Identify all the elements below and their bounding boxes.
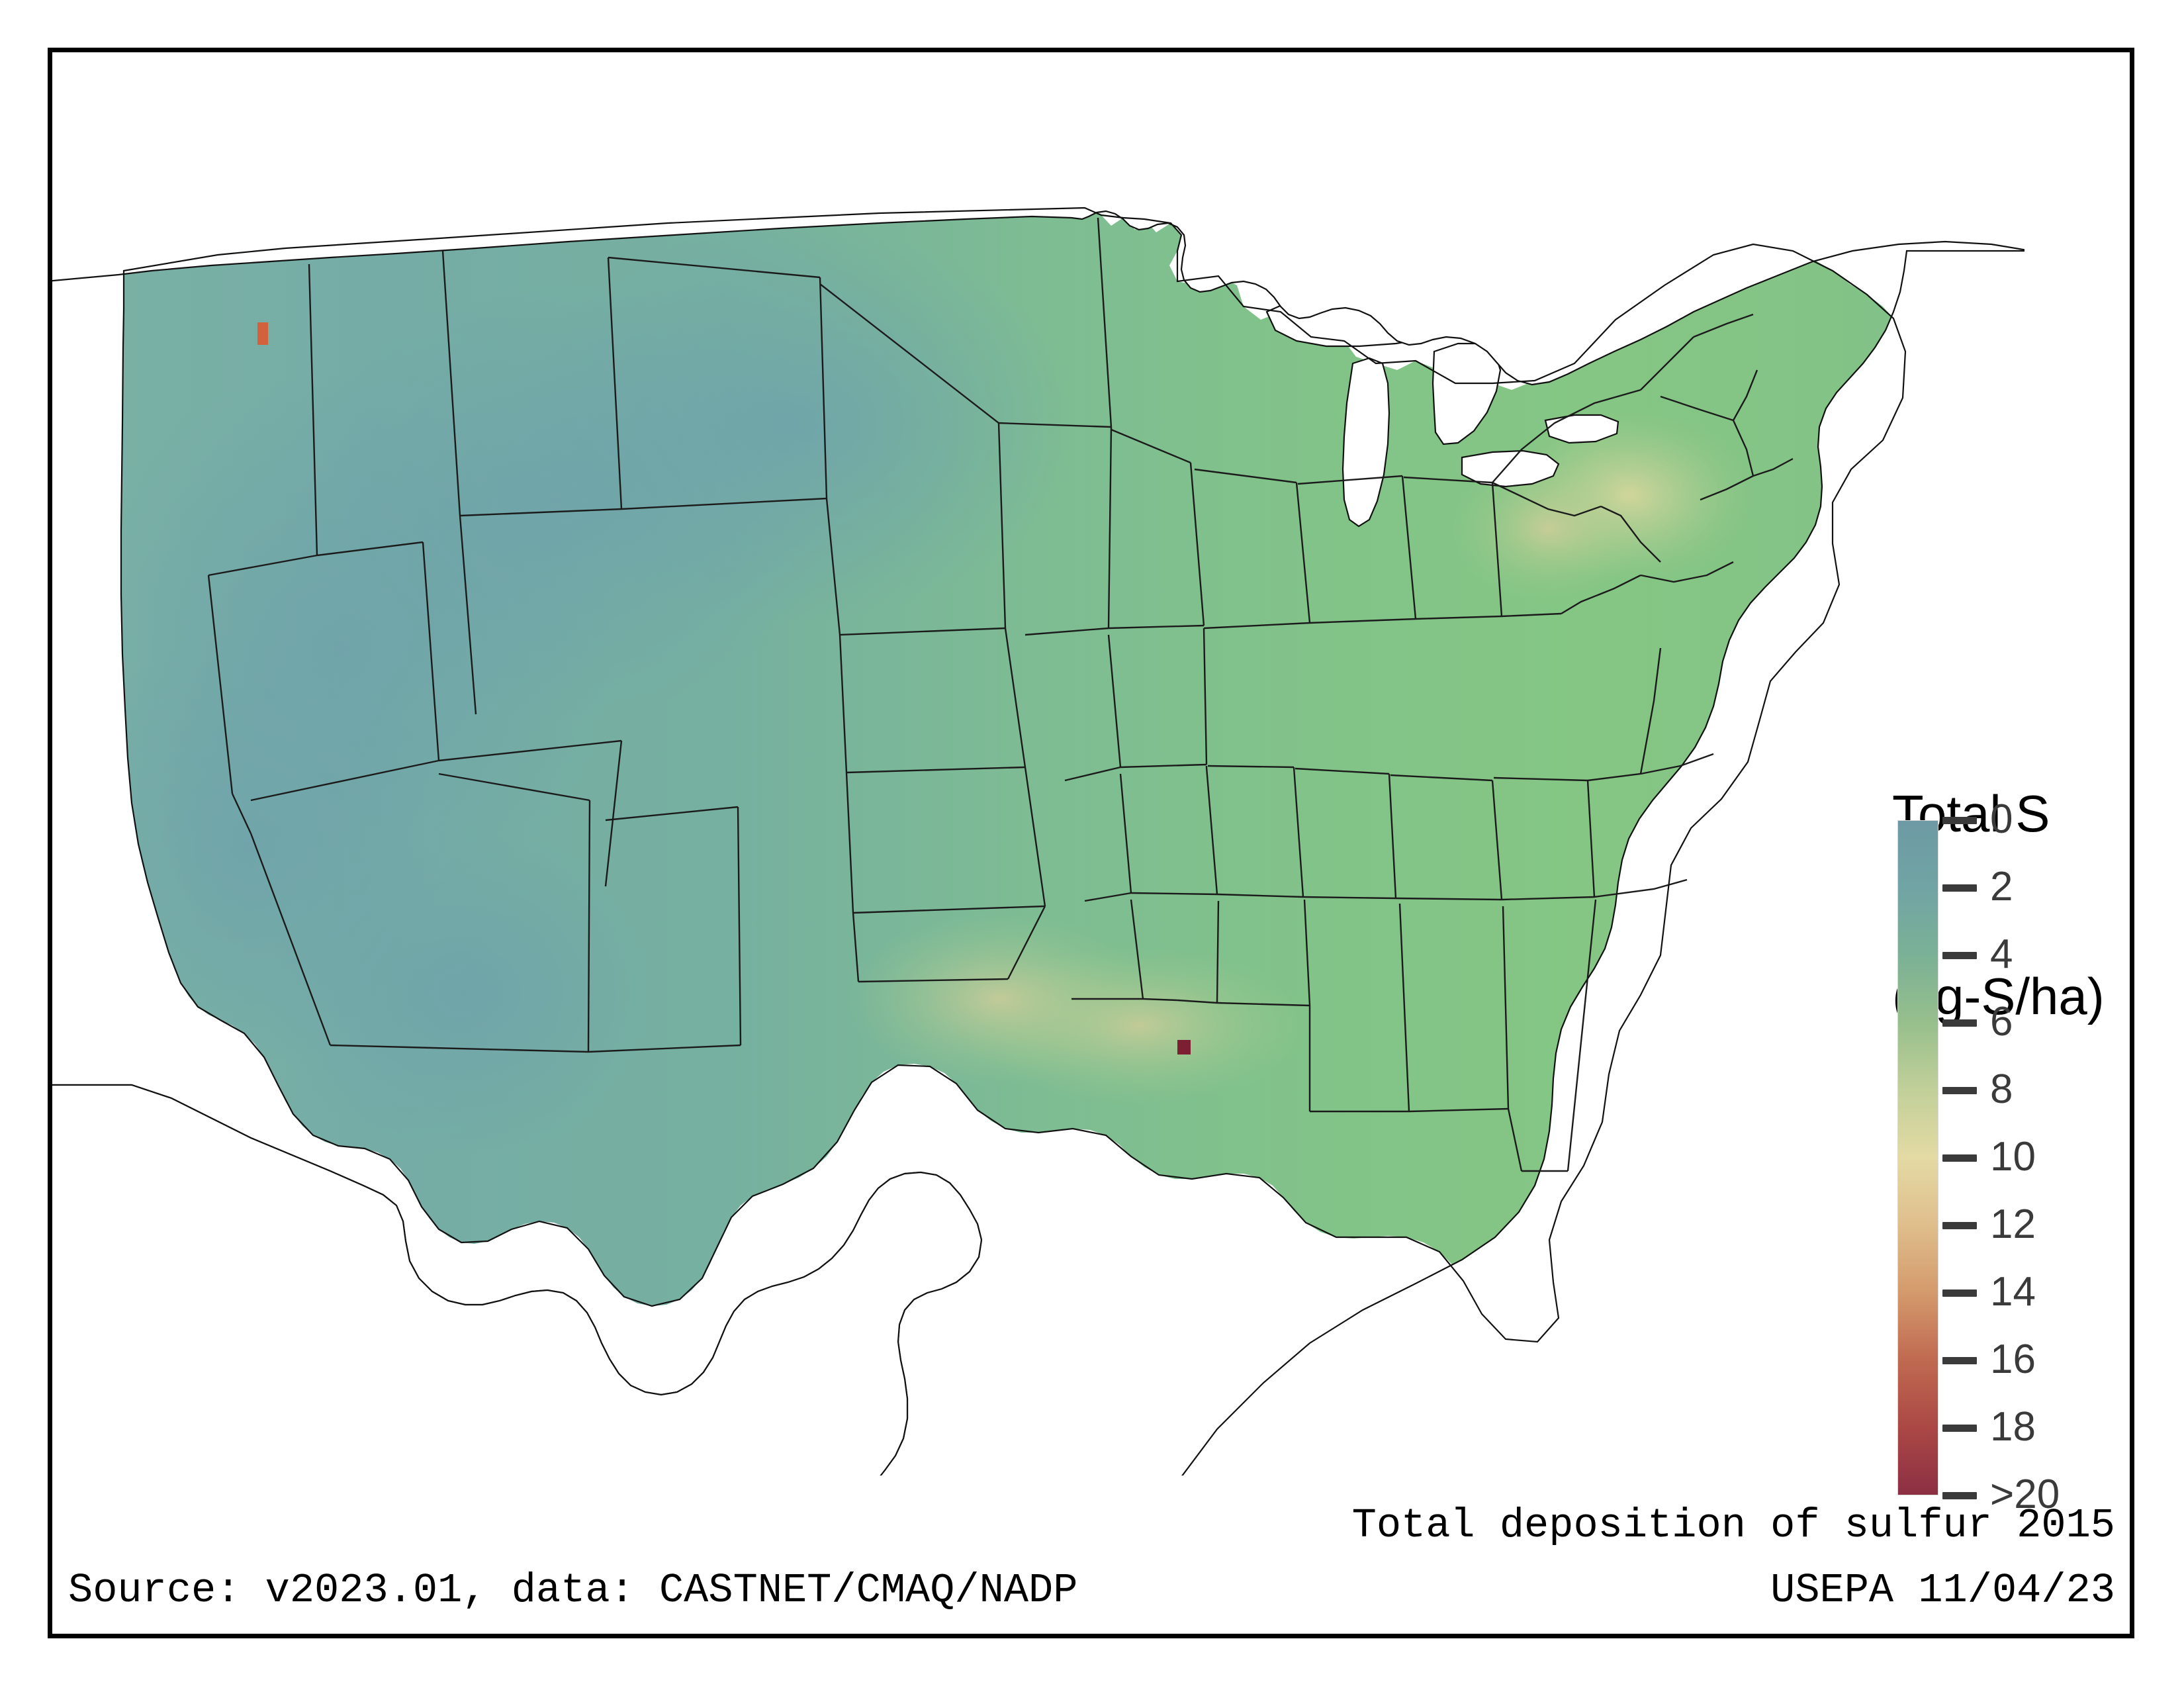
figure-frame: Total S (kg-S/ha) 0 2 4 6 8 10 12 14 16 18 >20 Tot… — [48, 48, 2134, 1638]
colorbar-tick-mark — [1942, 1222, 1977, 1229]
deposition-raster — [121, 208, 1907, 1344]
colorbar-tick-label: 2 — [1990, 864, 2013, 910]
colorbar-tick-mark — [1942, 1154, 1977, 1162]
colorbar-tick-label: 10 — [1990, 1134, 2036, 1180]
conus-outline — [120, 207, 1907, 1343]
colorbar-tick-mark — [1942, 952, 1977, 959]
colorbar-tick-label: 12 — [1990, 1201, 2036, 1247]
hotspot-louisiana — [1177, 1040, 1191, 1055]
colorbar-tick-mark — [1942, 1492, 1977, 1499]
hotspot-wa-or-border — [257, 322, 268, 345]
colorbar-tick-label: 6 — [1990, 999, 2013, 1045]
legend: Total S (kg-S/ha) 0 2 4 6 8 10 12 14 16 18 >20 — [1879, 661, 2163, 1568]
map-canvas — [52, 52, 2025, 1476]
colorbar-tick-mark — [1942, 1289, 1977, 1297]
colorbar-tick-label: 8 — [1990, 1066, 2013, 1112]
colorbar-tick-label: 16 — [1990, 1336, 2036, 1382]
colorbar-tick-label: >20 — [1990, 1472, 2060, 1517]
colorbar-tick-mark — [1942, 817, 1977, 824]
source-caption: Source: v2023.01, data: CASTNET/CMAQ/NAD… — [68, 1567, 1078, 1614]
colorbar-tick-mark — [1942, 1087, 1977, 1094]
colorbar-tick-mark — [1942, 1425, 1977, 1432]
colorbar-tick-label: 18 — [1990, 1404, 2036, 1450]
colorbar-group: 0 2 4 6 8 10 12 14 16 18 >20 — [1897, 796, 2149, 1522]
colorbar — [1897, 820, 1938, 1495]
agency-caption: USEPA 11/04/23 — [1770, 1567, 2115, 1614]
us-deposition-map — [52, 52, 2025, 1476]
colorbar-tick-mark — [1942, 884, 1977, 892]
map-title: Total deposition of sulfur 2015 — [1351, 1502, 2115, 1549]
state-boundaries — [207, 217, 1794, 1172]
colorbar-tick-mark — [1942, 1357, 1977, 1364]
colorbar-tick-mark — [1942, 1019, 1977, 1027]
colorbar-tick-label: 4 — [1990, 931, 2013, 977]
colorbar-tick-label: 14 — [1990, 1269, 2036, 1315]
colorbar-tick-label: 0 — [1990, 796, 2013, 842]
water-and-foreign-masks — [52, 52, 2025, 1476]
